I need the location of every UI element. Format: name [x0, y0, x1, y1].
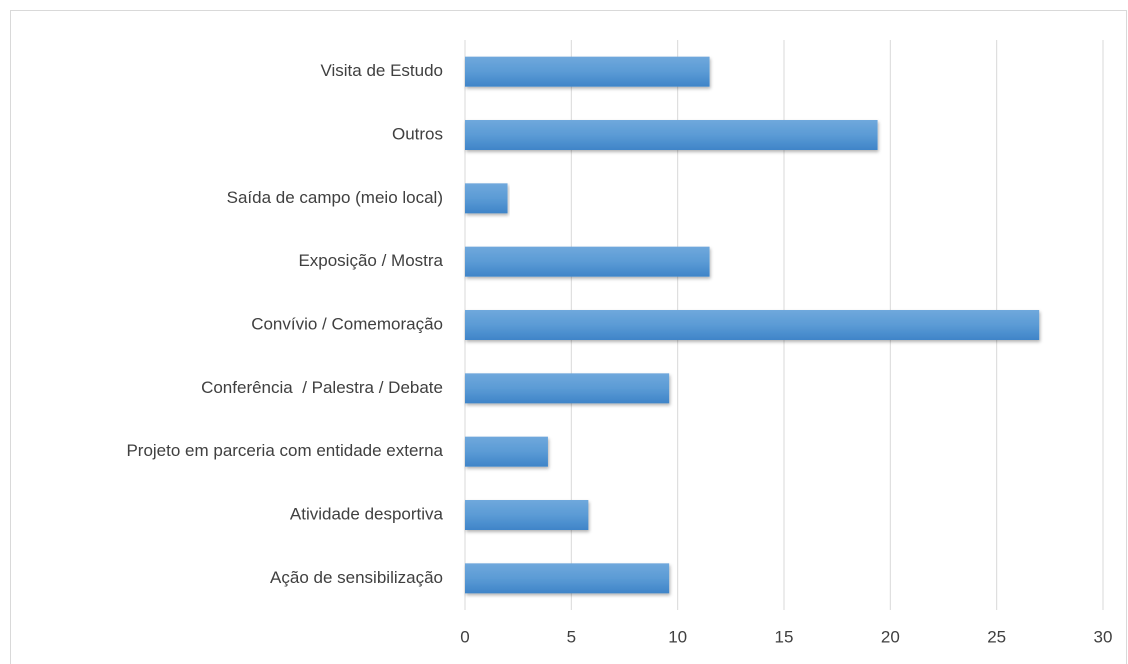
x-tick-label: 30 [1094, 627, 1113, 646]
bar [465, 120, 878, 150]
bar [465, 56, 710, 87]
chart-border [10, 10, 1127, 664]
y-tick-label: Visita de Estudo [320, 61, 443, 80]
y-tick-label: Atividade desportiva [290, 504, 444, 523]
x-tick-label: 5 [567, 627, 576, 646]
bar [465, 246, 710, 277]
x-tick-label: 15 [775, 627, 794, 646]
bar [465, 310, 1040, 340]
bar [465, 373, 670, 404]
y-tick-label: Outros [392, 124, 443, 143]
y-tick-label: Convívio / Comemoração [251, 314, 443, 333]
bar [465, 500, 589, 530]
x-tick-label: 10 [668, 627, 687, 646]
y-tick-label: Ação de sensibilização [270, 568, 443, 587]
bar [465, 183, 508, 214]
x-tick-label: 20 [881, 627, 900, 646]
x-tick-label: 0 [460, 627, 469, 646]
y-tick-label: Conferência / Palestra / Debate [201, 378, 443, 397]
bar [465, 563, 670, 594]
x-tick-label: 25 [987, 627, 1006, 646]
y-tick-label: Saída de campo (meio local) [227, 188, 443, 207]
y-tick-label: Exposição / Mostra [298, 251, 443, 270]
y-tick-label: Projeto em parceria com entidade externa [126, 441, 443, 460]
bar [465, 436, 548, 467]
